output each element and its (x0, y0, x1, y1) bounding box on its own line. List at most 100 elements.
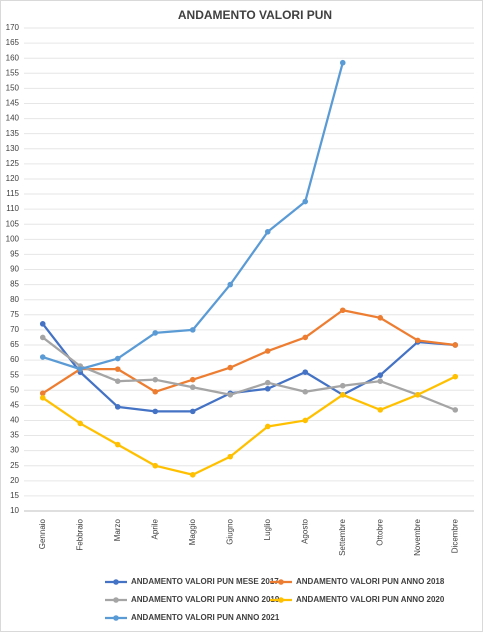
legend-marker (278, 579, 284, 585)
y-tick-label: 15 (10, 491, 19, 500)
y-tick-label: 60 (10, 355, 19, 364)
data-point (152, 376, 159, 383)
y-tick-label: 65 (10, 340, 19, 349)
data-point (339, 382, 346, 389)
x-tick-label: Settembre (338, 518, 347, 555)
data-point (39, 321, 46, 327)
data-point (339, 391, 346, 398)
y-tick-label: 95 (10, 250, 19, 259)
data-point (264, 379, 271, 386)
x-tick-label: Agosto (300, 518, 309, 543)
x-tick-label: Maggio (188, 518, 197, 545)
y-tick-label: 125 (6, 159, 20, 168)
data-point (152, 462, 159, 469)
series-line (42, 309, 456, 395)
y-tick-label: 10 (10, 506, 19, 515)
data-point (227, 391, 234, 398)
data-point (414, 337, 421, 344)
series-line (42, 336, 456, 411)
data-point (39, 334, 46, 341)
data-point (227, 364, 234, 371)
y-tick-label: 75 (10, 310, 19, 319)
y-tick-label: 40 (10, 416, 19, 425)
data-point (77, 366, 84, 372)
y-tick-label: 140 (6, 114, 20, 123)
data-point (264, 423, 271, 430)
data-point (114, 366, 121, 372)
y-tick-label: 170 (6, 23, 20, 32)
legend-marker (113, 579, 119, 585)
x-tick-label: Ottobre (375, 518, 384, 545)
y-tick-label: 120 (6, 174, 20, 183)
y-tick-label: 105 (6, 219, 20, 228)
y-tick-label: 30 (10, 446, 19, 455)
data-point (189, 384, 196, 391)
data-point (152, 408, 159, 415)
y-tick-label: 135 (6, 129, 20, 138)
data-point (227, 281, 234, 288)
x-tick-label: Aprile (150, 518, 159, 539)
data-point (189, 327, 196, 333)
x-tick-label: Febbraio (75, 518, 84, 550)
data-point (452, 373, 459, 380)
data-point (114, 404, 121, 410)
data-point (377, 407, 384, 413)
legend-label: ANDAMENTO VALORI PUN ANNO 2020 (296, 595, 445, 604)
data-point (39, 390, 46, 397)
data-point (302, 198, 309, 205)
data-point (152, 330, 159, 336)
y-tick-label: 145 (6, 99, 20, 108)
y-tick-label: 165 (6, 38, 20, 47)
data-point (302, 388, 309, 395)
y-tick-label: 130 (6, 144, 20, 153)
data-point (264, 385, 271, 392)
y-tick-label: 50 (10, 385, 19, 394)
y-tick-label: 160 (6, 53, 20, 62)
y-tick-label: 20 (10, 476, 19, 485)
x-tick-label: Marzo (113, 518, 122, 541)
chart-title: ANDAMENTO VALORI PUN (178, 8, 332, 22)
y-tick-label: 80 (10, 295, 19, 304)
y-tick-label: 110 (6, 204, 19, 213)
legend-label: ANDAMENTO VALORI PUN ANNO 2018 (296, 577, 445, 586)
data-point (39, 354, 46, 360)
data-point (302, 369, 309, 375)
data-point (114, 441, 121, 448)
data-point (264, 348, 271, 354)
data-point (302, 334, 309, 341)
x-tick-label: Giugno (225, 518, 234, 544)
data-point (227, 453, 234, 460)
data-point (114, 378, 121, 384)
legend-marker (113, 597, 119, 603)
data-point (377, 315, 384, 321)
data-point (189, 471, 196, 478)
legend-label: ANDAMENTO VALORI PUN MESE 2017 (131, 577, 279, 586)
legend-label: ANDAMENTO VALORI PUN ANNO 2019 (131, 595, 280, 604)
data-point (377, 372, 384, 378)
data-point (339, 307, 346, 314)
legend-marker (113, 615, 119, 621)
data-point (414, 391, 421, 398)
y-tick-label: 35 (10, 431, 19, 440)
y-tick-label: 85 (10, 280, 19, 289)
series-line (41, 323, 456, 413)
x-tick-label: Gennaio (38, 518, 47, 549)
y-tick-label: 70 (10, 325, 19, 334)
legend-marker (278, 597, 284, 603)
data-point (264, 228, 271, 235)
y-tick-label: 45 (10, 400, 19, 409)
data-point (189, 376, 196, 383)
data-point (302, 417, 309, 424)
series-line (42, 375, 456, 476)
y-tick-label: 55 (10, 370, 19, 379)
y-tick-label: 90 (10, 265, 19, 274)
y-tick-label: 25 (10, 461, 19, 470)
data-point (39, 394, 46, 401)
data-point (452, 407, 459, 413)
legend-label: ANDAMENTO VALORI PUN ANNO 2021 (131, 613, 280, 622)
y-tick-label: 150 (6, 83, 20, 92)
data-point (377, 378, 384, 384)
data-point (339, 59, 346, 66)
